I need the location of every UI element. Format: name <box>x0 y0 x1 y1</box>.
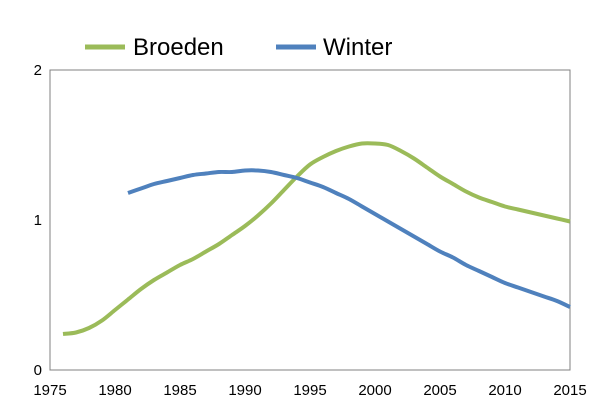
series-layer <box>62 141 571 336</box>
x-tick-label-1985: 1985 <box>163 382 196 399</box>
x-tick-label-1975: 1975 <box>33 382 66 399</box>
x-tick-label-2015: 2015 <box>553 382 586 399</box>
axes <box>49 69 571 371</box>
legend-label-winter: Winter <box>323 34 392 61</box>
x-tick-label-1980: 1980 <box>98 382 131 399</box>
y-axis-tick-labels: 0 1 2 <box>34 62 42 379</box>
series-line-winter <box>127 168 571 309</box>
series-line-broeden <box>62 141 571 336</box>
legend: Broeden Winter <box>85 34 392 61</box>
x-tick-label-1995: 1995 <box>293 382 326 399</box>
x-tick-label-2005: 2005 <box>423 382 456 399</box>
y-tick-label-2: 2 <box>34 62 42 79</box>
x-tick-label-1990: 1990 <box>228 382 261 399</box>
y-tick-label-0: 0 <box>34 362 42 379</box>
legend-label-broeden: Broeden <box>133 34 224 61</box>
x-tick-label-2010: 2010 <box>488 382 521 399</box>
y-tick-label-1: 1 <box>34 212 42 229</box>
plot-area-frame <box>49 69 571 371</box>
x-axis-tick-labels: 1975 1980 1985 1990 1995 2000 2005 2010 2015 <box>33 382 586 399</box>
x-tick-label-2000: 2000 <box>358 382 391 399</box>
